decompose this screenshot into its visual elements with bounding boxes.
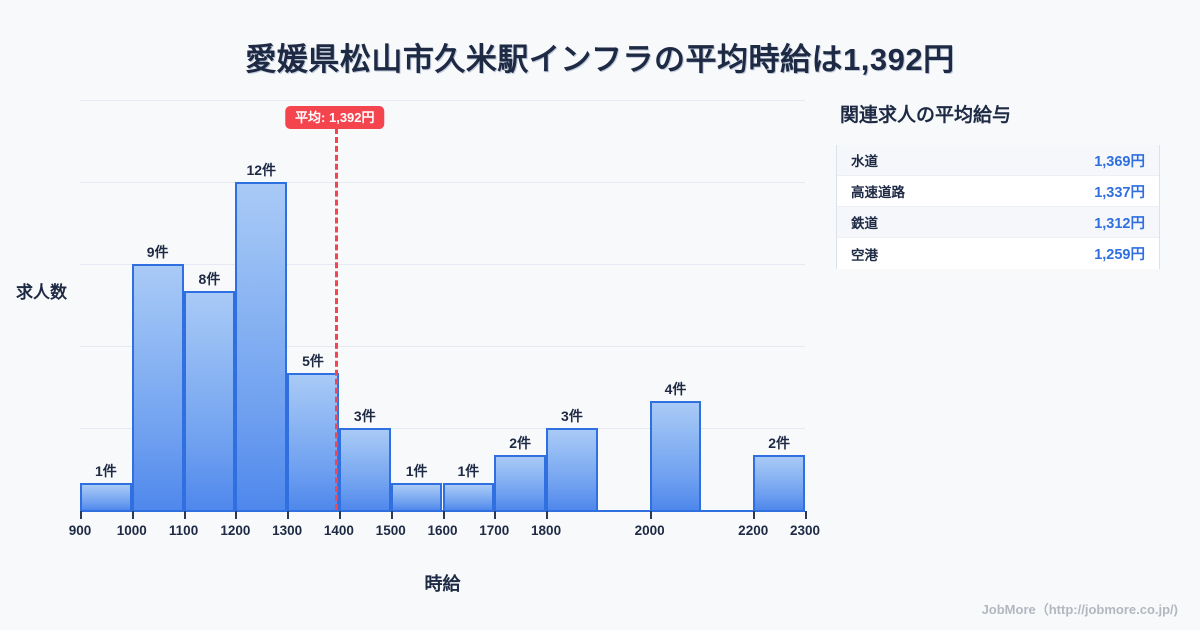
x-axis-tick [131, 511, 134, 519]
table-row[interactable]: 空港 1,259円 [837, 238, 1159, 269]
bar-value-label: 9件 [146, 244, 169, 260]
x-axis-tick-label: 1200 [220, 523, 251, 538]
bar[interactable] [183, 291, 236, 510]
table-cell-category: 鉄道 [851, 216, 878, 231]
bar[interactable] [80, 482, 132, 510]
gridline [80, 428, 805, 429]
x-axis-tick-label: 1600 [427, 523, 458, 538]
page-title: 愛媛県松山市久米駅インフラの平均時給は1,392円 [245, 42, 955, 77]
table-cell-salary: 1,337円 [1094, 184, 1145, 201]
bar[interactable] [235, 182, 288, 510]
x-axis-tick-label: 1500 [375, 523, 406, 538]
bar-value-label: 1件 [94, 462, 117, 479]
x-axis-tick-label: 2200 [738, 523, 769, 538]
x-axis-tick-label: 1400 [323, 523, 354, 538]
bar[interactable] [494, 455, 547, 510]
bar-value-label: 3件 [561, 408, 583, 424]
bar-value-label: 12件 [246, 162, 277, 178]
gridline [80, 100, 805, 101]
x-axis-tick [805, 511, 807, 519]
x-axis-tick [494, 511, 497, 519]
bar-value-label: 1件 [405, 462, 428, 479]
table-cell-category: 空港 [851, 247, 878, 263]
table-row[interactable]: 水道 1,369円 [837, 145, 1159, 176]
bar[interactable] [546, 428, 598, 510]
gridline [80, 264, 805, 265]
table-cell-category: 高速道路 [851, 185, 905, 200]
table-cell-salary: 1,259円 [1094, 247, 1145, 263]
x-axis-tick [390, 511, 393, 519]
x-axis-tick [287, 511, 290, 519]
bar-value-label: 8件 [198, 271, 221, 288]
average-line [334, 128, 338, 510]
y-axis-title: 求人数 [16, 283, 67, 302]
x-axis-tick [649, 511, 652, 519]
bar-value-label: 2件 [509, 435, 532, 452]
table-cell-salary: 1,312円 [1094, 215, 1145, 232]
x-axis-tick [338, 511, 341, 519]
bar[interactable] [131, 264, 184, 510]
x-axis-tick-label: 900 [68, 523, 92, 538]
bar[interactable] [649, 400, 702, 510]
x-axis-tick-label: 1700 [479, 523, 510, 538]
x-axis-tick [235, 511, 238, 519]
x-axis-tick [80, 511, 82, 519]
x-axis-tick [753, 511, 756, 519]
x-axis-tick [546, 511, 549, 519]
bar[interactable] [390, 482, 443, 510]
related-salary-panel: 関連求人の平均給与 水道 1,369円高速道路 1,337円鉄道 1,312円空港 1,… [836, 100, 1166, 269]
footer-watermark: JobMore（http://jobmore.co.jp/) [981, 602, 1178, 617]
x-axis-tick-label: 1300 [272, 523, 303, 538]
x-axis-tick-label: 1800 [531, 523, 562, 538]
related-salary-table: 水道 1,369円高速道路 1,337円鉄道 1,312円空港 1,259円 [836, 145, 1160, 269]
bar-value-label: 3件 [353, 408, 376, 424]
gridline [80, 346, 805, 347]
plot-area: 1件 9件 8件 12件 5件 3件 1件 1件 2件 3件 4件 2件 [80, 100, 805, 510]
table-cell-salary: 1,369円 [1094, 153, 1145, 170]
bar[interactable] [753, 455, 805, 510]
x-axis-tick-label: 2000 [634, 523, 665, 538]
x-axis-tick [183, 511, 186, 519]
bar-value-label: 5件 [302, 353, 324, 370]
related-salary-heading: 関連求人の平均給与 [840, 105, 1012, 126]
x-axis-tick-label: 1000 [116, 523, 147, 538]
x-axis-tick-label: 2300 [789, 523, 821, 538]
average-badge: 平均: 1,392円 [285, 106, 385, 129]
bar-value-label: 1件 [457, 462, 480, 479]
table-cell-category: 水道 [851, 154, 878, 169]
bar[interactable] [338, 428, 391, 510]
table-row[interactable]: 高速道路 1,337円 [837, 176, 1159, 207]
table-row[interactable]: 鉄道 1,312円 [837, 207, 1159, 238]
x-axis-title: 時給 [424, 574, 461, 594]
bar-value-label: 4件 [664, 380, 687, 397]
histogram-chart: 求人数 1件 9件 8件 12件 5件 3件 1件 1件 2件 3件 4件 2件 900 1000 110… [16, 100, 821, 594]
bar-value-label: 2件 [768, 435, 790, 452]
bar[interactable] [442, 482, 495, 510]
x-axis-tick-label: 1100 [168, 523, 199, 538]
x-axis-tick [442, 511, 445, 519]
gridline [80, 182, 805, 183]
bar[interactable] [287, 373, 339, 510]
